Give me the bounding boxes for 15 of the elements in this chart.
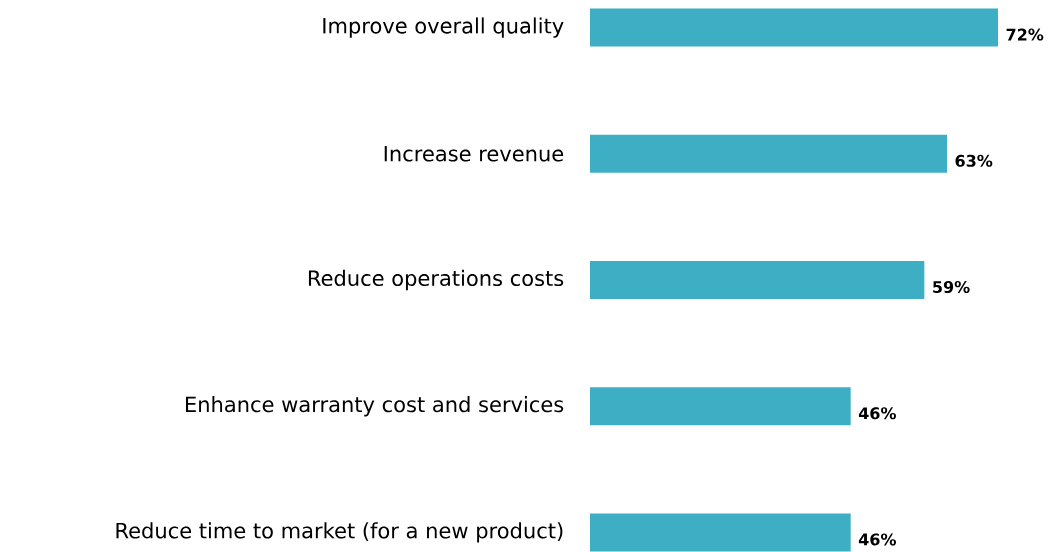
y-tick-label: Reduce operations costs	[308, 269, 564, 291]
data-label: 46%	[858, 407, 896, 420]
bar	[590, 8, 999, 47]
data-label: 46%	[858, 533, 896, 546]
y-tick-label: Reduce time to market (for a new product)	[116, 522, 563, 543]
data-label: 72%	[1006, 28, 1044, 41]
y-tick-label: Increase revenue	[384, 145, 564, 162]
y-tick-label: Enhance warranty cost and services	[186, 396, 564, 417]
bar	[590, 261, 925, 300]
data-label: 63%	[955, 154, 993, 167]
data-label: 59%	[933, 280, 970, 294]
bar	[590, 134, 948, 173]
bar	[590, 513, 851, 552]
bar	[590, 387, 851, 426]
y-tick-label: Improve overall quality	[323, 17, 564, 38]
